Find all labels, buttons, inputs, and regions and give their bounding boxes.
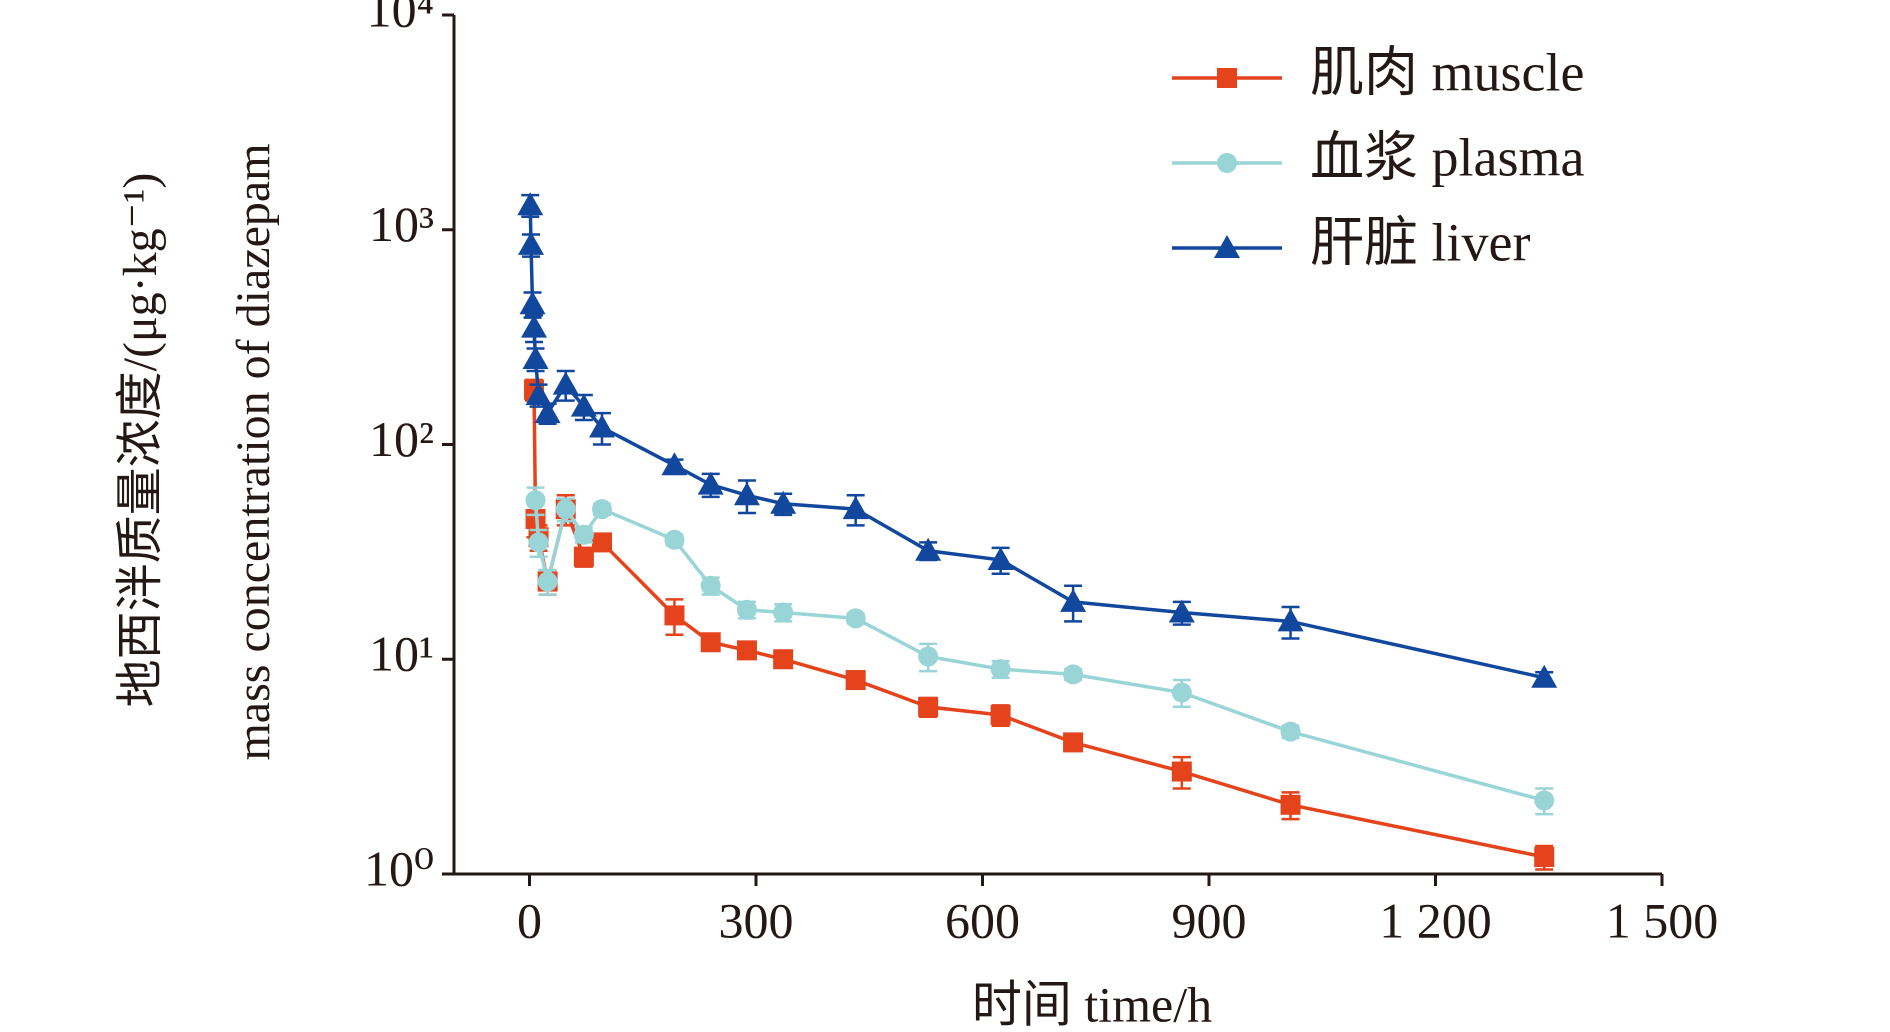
data-point <box>537 571 558 592</box>
data-point <box>661 452 688 476</box>
data-point <box>990 705 1011 726</box>
legend-label: 肝脏 liver <box>1310 212 1530 272</box>
data-point <box>1280 794 1301 815</box>
y-tick-label: 10⁴ <box>367 0 434 37</box>
data-point <box>918 696 939 717</box>
data-point <box>517 192 544 216</box>
data-point <box>845 608 866 629</box>
data-point <box>664 529 685 550</box>
data-point <box>573 546 594 567</box>
data-point <box>842 496 869 520</box>
legend-marker <box>1217 68 1237 88</box>
data-point <box>1168 599 1195 623</box>
data-point <box>918 646 939 667</box>
legend-marker <box>1217 153 1237 173</box>
data-point <box>987 546 1014 570</box>
data-point <box>519 291 546 315</box>
data-point <box>697 471 724 495</box>
data-point <box>770 490 797 514</box>
x-tick-label: 600 <box>945 892 1020 948</box>
y-tick-label: 10⁰ <box>364 840 434 896</box>
data-point <box>534 400 561 424</box>
data-point <box>573 524 594 545</box>
data-point <box>525 382 552 406</box>
data-point <box>1534 846 1555 867</box>
y-axis-label: 地西泮质量浓度/(μg·kg⁻¹) <box>114 173 167 708</box>
data-point <box>915 537 942 561</box>
data-point <box>1531 664 1558 688</box>
x-axis-label: 时间 time/h <box>972 976 1212 1032</box>
y-tick-label: 10¹ <box>369 626 434 682</box>
data-point <box>552 371 579 395</box>
data-point <box>700 575 721 596</box>
data-point <box>773 602 794 623</box>
x-tick-label: 1 500 <box>1606 892 1719 948</box>
data-point <box>528 532 549 553</box>
data-point <box>555 499 576 520</box>
x-tick-label: 300 <box>719 892 794 948</box>
data-point <box>1171 682 1192 703</box>
data-point <box>700 632 721 653</box>
data-point <box>773 649 794 670</box>
data-point <box>736 599 757 620</box>
legend-label: 肌肉 muscle <box>1310 42 1584 102</box>
x-tick-label: 1 200 <box>1379 892 1492 948</box>
data-point <box>570 393 597 417</box>
data-point <box>1171 761 1192 782</box>
data-point <box>1534 790 1555 811</box>
legend-marker <box>1214 235 1240 258</box>
data-point <box>1063 732 1084 753</box>
data-point <box>1060 588 1087 612</box>
series-line <box>533 500 1545 803</box>
series-line <box>532 389 1545 859</box>
data-point <box>736 640 757 661</box>
y-tick-label: 10² <box>369 411 434 467</box>
y-axis-label: mass concentration of diazepam <box>227 143 280 760</box>
data-point <box>845 670 866 691</box>
data-point <box>591 532 612 553</box>
x-tick-label: 900 <box>1172 892 1247 948</box>
data-point <box>588 414 615 438</box>
data-point <box>990 659 1011 680</box>
data-point <box>518 231 545 255</box>
data-point <box>521 314 548 338</box>
x-tick-label: 0 <box>517 892 542 948</box>
y-tick-label: 10³ <box>369 196 434 252</box>
data-point <box>522 346 549 370</box>
legend-label: 血浆 plasma <box>1310 127 1584 187</box>
data-point <box>591 499 612 520</box>
data-point <box>1277 608 1304 632</box>
data-point <box>733 482 760 506</box>
data-point <box>664 605 685 626</box>
data-point <box>1063 664 1084 685</box>
data-point <box>1280 721 1301 742</box>
data-point <box>525 490 546 511</box>
